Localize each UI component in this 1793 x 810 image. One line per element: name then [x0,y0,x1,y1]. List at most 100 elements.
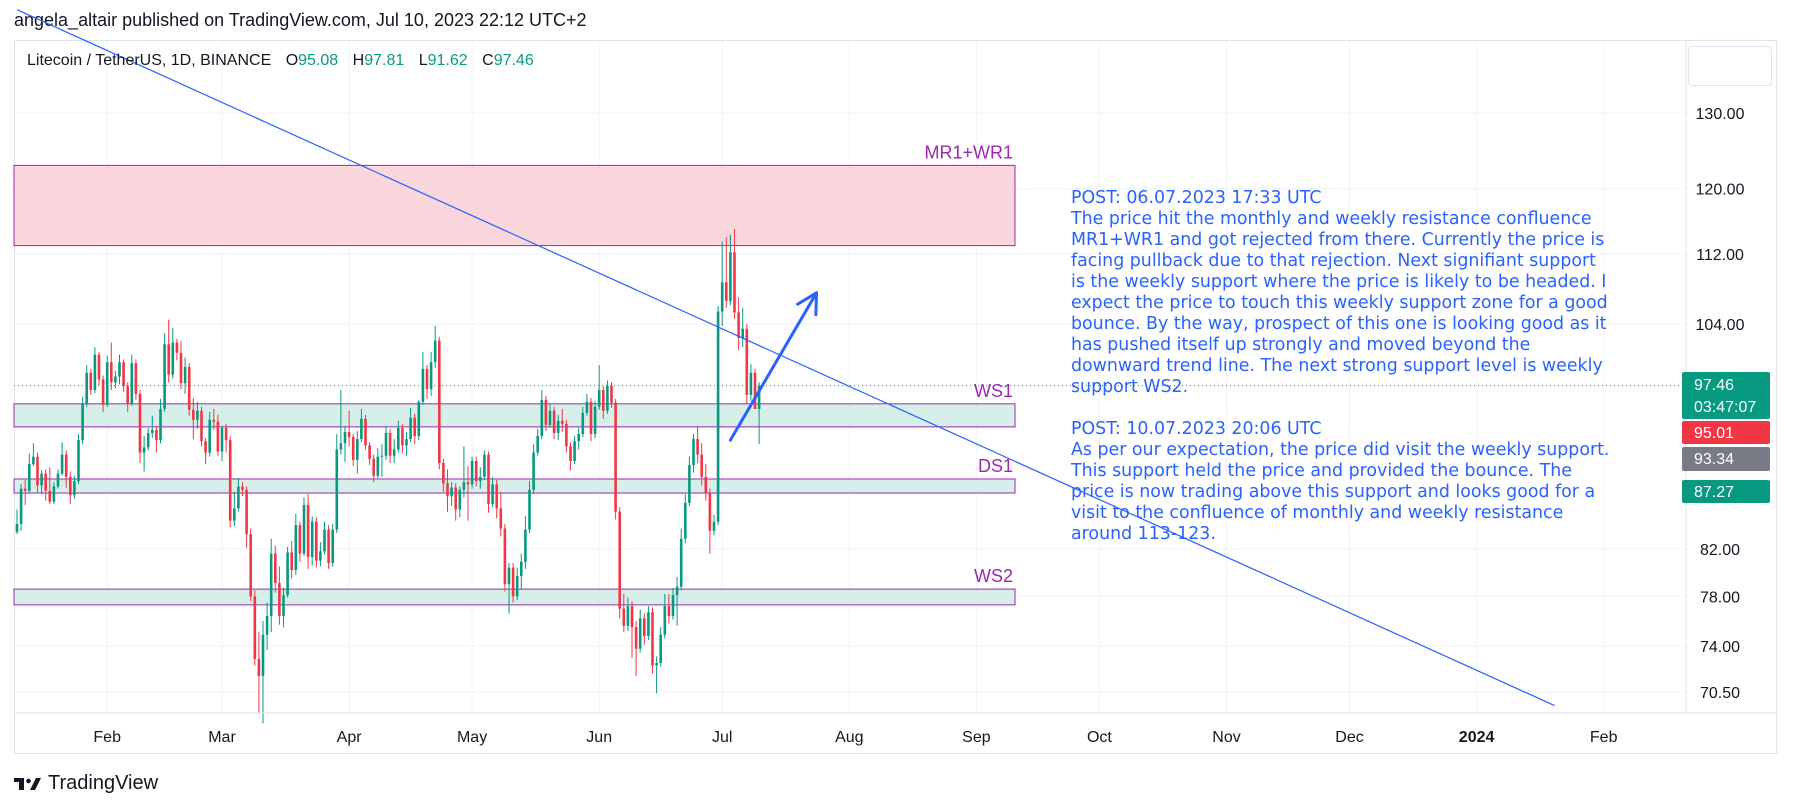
candle [659,627,662,667]
candle [23,480,27,506]
candle [593,400,597,439]
low-label: L [418,52,428,69]
candle [163,333,166,412]
price-badge: 97.46 03:47:07 [1682,372,1770,419]
candle [282,587,285,628]
candle [372,454,375,483]
candle-body [745,328,749,395]
candle [347,410,351,447]
candle-body [118,362,121,377]
candle-body [48,490,52,502]
candle-body [298,525,302,554]
candle [421,351,425,405]
candle [187,363,191,416]
chart-logo-placeholder [1688,46,1772,86]
open-label: O [285,52,299,69]
zone-ws1 [13,403,1016,428]
candle-body [97,354,101,380]
price-badge-value: 87.27 [1694,484,1734,501]
candle [733,229,736,319]
candle-body [606,386,609,411]
candle [667,593,671,624]
candle-body [392,449,396,456]
candle [28,453,31,494]
close-label: C [482,52,494,69]
zones-layer: MR1+WR1 WS1 DS1 WS2 [13,142,1016,606]
candle [540,390,544,440]
candle [36,452,39,494]
candle-body [52,486,56,502]
candle [397,420,400,453]
candle-body [208,419,211,453]
candle [503,523,507,592]
candle-body [749,372,753,395]
candle-body [470,460,474,485]
candle [479,467,482,489]
candle-body [187,366,191,410]
candle [655,656,658,694]
candle-body [638,618,642,649]
candle-body [602,390,605,411]
candle [671,587,675,620]
candle-body [220,427,224,452]
tradingview-brand[interactable]: TradingView [14,772,158,795]
x-tick-label: 2024 [1459,729,1495,746]
candle [556,414,560,441]
candle-body [89,372,93,391]
forecast-arrow-layer [728,291,818,442]
candle [626,597,630,631]
candle [589,397,593,442]
candle-body [265,615,269,635]
zone-ds1 [13,478,1016,494]
candle-body [565,423,568,447]
candle-body [581,412,585,434]
zone-label: WS2 [974,566,1013,586]
zone-label: DS1 [978,456,1013,476]
candle [368,442,371,466]
high-value: 97.81 [364,52,405,69]
candle [233,491,236,527]
candle-body [335,449,339,530]
candle-body [454,487,457,510]
price-badge: 87.27 [1682,480,1770,503]
candle [622,593,626,633]
candle [52,482,56,504]
candle [614,398,617,520]
candle [101,375,105,412]
candle [200,406,203,447]
candle [179,340,183,390]
candle [220,425,224,461]
candle [351,433,355,467]
candle-body [110,362,113,383]
candle-body [700,454,703,477]
candle-body [507,567,511,585]
candle [118,354,121,385]
candle [536,428,539,456]
candle [577,427,580,450]
candle-body [593,406,597,434]
candle [405,431,408,456]
candle-body [142,447,146,453]
candle [532,444,535,495]
candle [126,382,129,412]
candle-body [655,662,658,666]
candle [134,359,138,400]
candle-body [663,606,667,635]
price-badge-box [1682,421,1770,444]
candle-body [23,488,27,491]
candle [585,393,589,416]
candle [499,491,503,537]
candle-body [540,399,544,437]
candle-body [216,421,220,452]
candle-body [183,366,187,384]
candle [155,425,158,453]
candle-body [269,553,273,616]
candle-body [56,473,60,487]
candle [142,436,146,472]
candle-body [310,521,314,558]
candle [388,428,392,464]
candle-body [474,460,478,482]
x-tick-label: May [457,729,487,746]
publish-caption: angela_altair published on TradingView.c… [14,10,587,30]
